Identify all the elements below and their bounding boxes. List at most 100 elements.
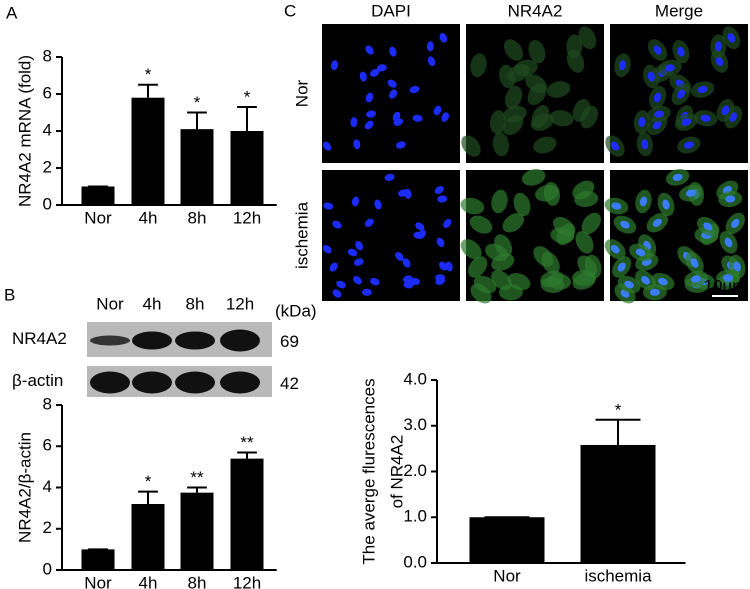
panel-label: A <box>6 3 18 22</box>
nucleus <box>677 46 685 57</box>
nucleus <box>370 277 380 286</box>
lane-label: 8h <box>186 294 205 313</box>
nucleus <box>721 105 730 116</box>
blot-band <box>175 331 215 350</box>
scale-label: 10µm <box>704 276 747 295</box>
nucleus <box>369 69 380 77</box>
y-tick-label: 3.0 <box>403 415 427 434</box>
nucleus <box>436 237 445 248</box>
nucleus <box>365 92 374 103</box>
nucleus <box>347 248 358 257</box>
nucleus <box>733 261 741 272</box>
column-label: Merge <box>655 1 703 20</box>
cytoplasm <box>461 135 481 157</box>
nucleus <box>353 275 362 285</box>
cytoplasm <box>575 231 594 254</box>
nucleus <box>351 196 360 207</box>
nucleus <box>353 139 361 150</box>
nucleus <box>610 141 620 151</box>
panel-label: C <box>284 1 296 20</box>
nucleus <box>329 262 338 272</box>
cytoplasm <box>513 192 531 217</box>
bar <box>131 504 165 570</box>
significance-mark: * <box>145 65 152 84</box>
row-label: NR4A2 <box>12 329 67 348</box>
y-tick-label: 1.0 <box>403 507 427 526</box>
nucleus <box>697 85 708 94</box>
cytoplasm <box>469 215 493 234</box>
nucleus <box>610 244 620 254</box>
cytoplasm <box>489 110 507 135</box>
nucleus <box>691 275 701 283</box>
y-tick-label: 8 <box>43 46 52 65</box>
nucleus <box>374 199 382 210</box>
blot-band <box>175 371 215 394</box>
bar <box>81 549 115 570</box>
row-label: Nor <box>292 79 311 107</box>
nucleus <box>441 112 449 122</box>
bar <box>580 444 656 563</box>
nucleus <box>653 92 662 103</box>
nucleus <box>361 288 372 296</box>
y-tick-label: 2 <box>43 157 52 176</box>
nucleus <box>662 199 670 210</box>
y-axis-label: NR4A2/β-actin <box>15 432 34 543</box>
nucleus <box>438 261 448 271</box>
nucleus <box>384 173 395 181</box>
lane-label: 12h <box>226 294 254 313</box>
nucleus <box>653 45 662 55</box>
nucleus <box>410 277 421 286</box>
cytoplasm <box>498 284 523 301</box>
nucleus <box>677 89 686 99</box>
nucleus <box>654 110 664 118</box>
nucleus <box>413 231 424 239</box>
cytoplasm <box>530 113 554 131</box>
nucleus <box>641 139 649 150</box>
bar <box>81 186 115 205</box>
cytoplasm <box>513 59 538 77</box>
cytoplasm <box>546 81 571 98</box>
cytoplasm <box>581 212 601 235</box>
nucleus <box>353 258 364 266</box>
nucleus <box>714 41 722 52</box>
y-tick-label: 4.0 <box>403 369 427 388</box>
nucleus <box>364 120 374 130</box>
cytoplasm <box>503 39 524 61</box>
y-tick-label: 0 <box>43 559 52 578</box>
significance-mark: * <box>145 472 152 491</box>
nucleus <box>403 275 413 283</box>
nucleus <box>437 195 448 203</box>
nucleus <box>639 196 648 207</box>
x-tick-label: Nor <box>493 566 521 585</box>
nucleus <box>409 85 420 94</box>
nucleus <box>376 64 387 72</box>
y-tick-label: 2.0 <box>403 461 427 480</box>
bar <box>469 517 545 563</box>
nucleus <box>624 280 634 289</box>
cytoplasm <box>473 275 497 294</box>
kda-label: 69 <box>280 332 299 351</box>
blot-band <box>90 371 130 394</box>
y-tick-label: 6 <box>43 83 52 102</box>
cytoplasm <box>485 243 508 262</box>
nucleus <box>727 33 736 43</box>
nucleus <box>652 218 662 227</box>
nucleus <box>658 277 668 286</box>
nucleus <box>322 141 332 151</box>
row-label: ischemia <box>292 201 311 269</box>
cytoplasm <box>502 213 525 233</box>
significance-mark: ** <box>190 468 204 487</box>
nucleus <box>323 202 334 210</box>
x-tick-label: Nor <box>84 208 112 227</box>
x-tick-label: 4h <box>139 208 158 227</box>
y-axis-label: of NR4A2 <box>387 435 406 509</box>
cytoplasm <box>470 53 487 78</box>
y-tick-label: 6 <box>43 436 52 455</box>
significance-mark: * <box>615 400 622 419</box>
unit-label: (kDa) <box>275 301 317 320</box>
nucleus <box>365 45 374 55</box>
cytoplasm <box>584 254 602 279</box>
cytoplasm <box>540 270 564 288</box>
nucleus <box>672 173 683 181</box>
significance-mark: ** <box>240 433 254 452</box>
